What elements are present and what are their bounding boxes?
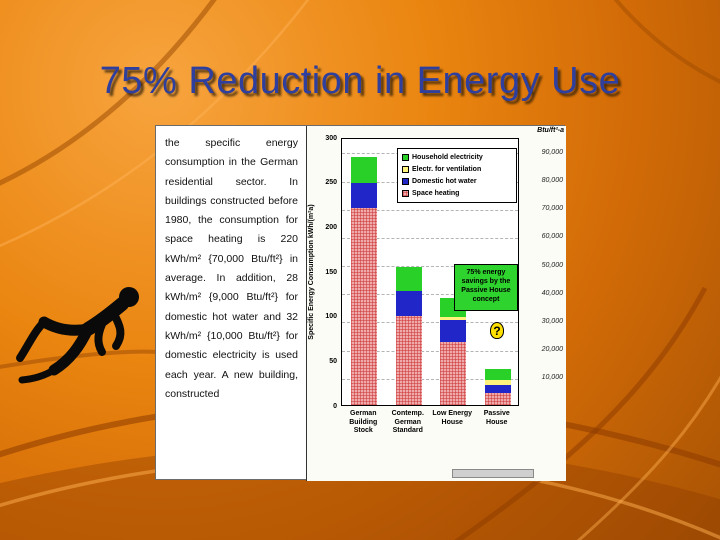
bar-segment [395,315,422,405]
legend-swatch [402,154,409,161]
legend-swatch [402,178,409,185]
secondary-axis-tick: 50,000 [541,261,563,269]
bar-segment [440,320,467,343]
legend-item: Domestic hot water [402,178,512,185]
bar-segment [484,393,511,405]
annotation-text: 75% energy savings by the Passive House … [461,269,511,303]
secondary-axis-tick: 40,000 [541,289,563,297]
y-axis-tick: 300 [325,134,337,142]
runner-silhouette [16,287,139,384]
category-label: German Building Stock [349,410,378,434]
legend-label: Domestic hot water [412,178,477,185]
y-axis-tick: 50 [329,357,337,365]
gridline [342,322,518,324]
y-axis-tick: 250 [325,179,337,187]
bar-segment [440,316,467,321]
legend-item: Electr. for ventilation [402,166,512,173]
secondary-axis-tick: 10,000 [541,374,563,382]
category-label: Contemp. German Standard [391,410,424,434]
secondary-axis-tick: 80,000 [541,177,563,185]
chart-legend: Household electricity Electr. for ventila… [397,148,517,203]
energy-chart: Specific Energy Consumption kWh/(m²a) Bt… [306,126,566,481]
gridline [342,266,518,268]
legend-item: Household electricity [402,154,512,161]
legend-label: Electr. for ventilation [412,166,482,173]
status-strip [452,469,534,478]
bar-segment [484,369,511,380]
bar-segment [440,342,467,405]
secondary-axis-tick: 30,000 [541,317,563,325]
annotation-box: 75% energy savings by the Passive House … [454,264,518,311]
bar-segment [484,380,511,386]
category-label: Passive House [483,410,510,426]
bar-segment [351,156,378,184]
gridline [342,209,518,211]
gridline [342,237,518,239]
category-label: Low Energy House [432,410,473,426]
secondary-axis-tick: 60,000 [541,233,563,241]
legend-label: Space heating [412,190,460,197]
body-text: the specific energy consumption in the G… [165,137,298,400]
legend-swatch [402,190,409,197]
gridline [342,294,518,296]
y-axis-tick: 0 [333,402,337,410]
legend-item: Space heating [402,190,512,197]
gridline [342,350,518,352]
secondary-axis-tick: 90,000 [541,148,563,156]
y-axis-tick: 200 [325,223,337,231]
legend-label: Household electricity [412,154,483,161]
legend-swatch [402,166,409,173]
bar-segment [484,385,511,394]
content-panel: the specific energy consumption in the G… [155,125,566,481]
question-icon: ? [490,322,504,339]
bar-segment [395,290,422,316]
secondary-axis-title: Btu/ft²-a [537,127,564,134]
bar-segment [351,208,378,405]
bar-segment [351,183,378,209]
y-axis-tick: 150 [325,268,337,276]
secondary-axis-tick: 20,000 [541,346,563,354]
secondary-axis-tick: 70,000 [541,205,563,213]
bar-segment [395,266,422,291]
slide-title: 75% Reduction in Energy Use [99,60,621,102]
gridline [342,378,518,380]
y-axis-tick: 100 [325,313,337,321]
